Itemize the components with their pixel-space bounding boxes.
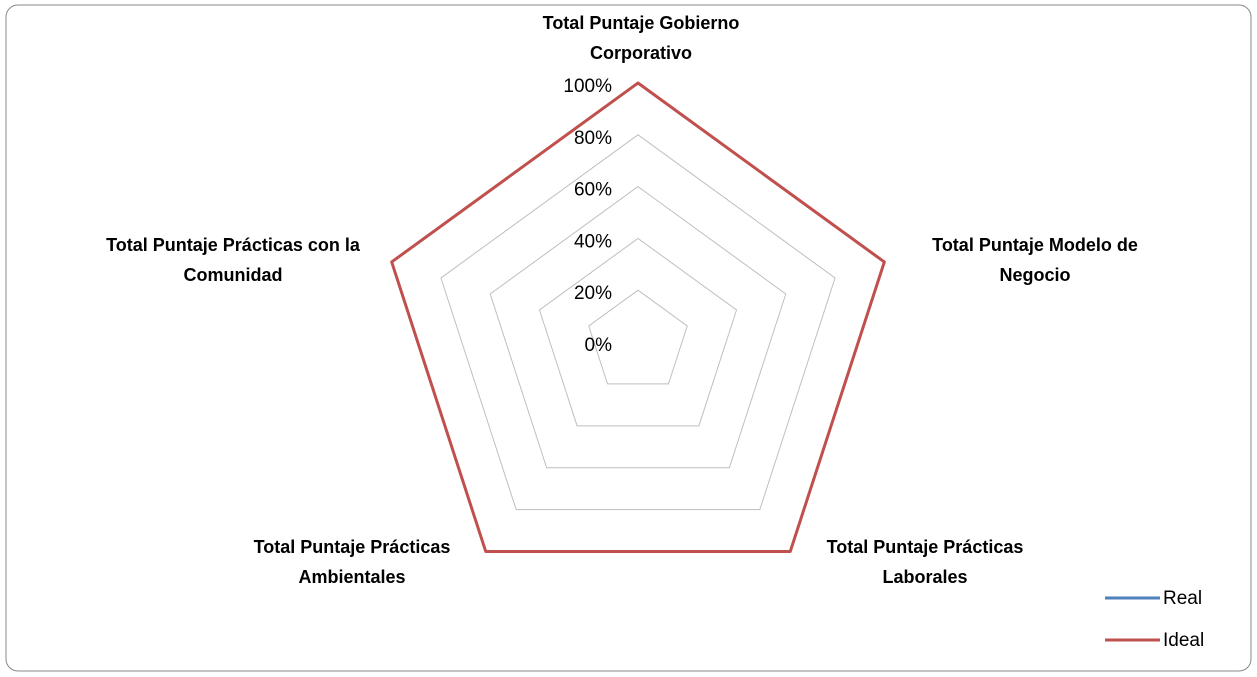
axis-tick-label: 80% bbox=[574, 128, 612, 149]
chart-border bbox=[5, 4, 1252, 672]
legend-label: Ideal bbox=[1163, 630, 1204, 651]
axis-tick-label: 0% bbox=[585, 335, 613, 356]
axis-tick-label: 20% bbox=[574, 283, 612, 304]
axis-tick-label: 60% bbox=[574, 180, 612, 201]
grid-ring bbox=[440, 134, 836, 511]
category-label: Total Puntaje Prácticas Laborales bbox=[826, 537, 1024, 587]
axis-tick-label: 40% bbox=[574, 231, 612, 252]
series-line bbox=[390, 81, 886, 554]
category-label: Total Puntaje Prácticas Ambientales bbox=[253, 537, 451, 587]
grid-ring bbox=[588, 289, 688, 385]
legend-label: Real bbox=[1163, 588, 1202, 609]
axis-tick-label: 100% bbox=[563, 76, 612, 97]
category-label: Total Puntaje Prácticas con la Comunidad bbox=[106, 235, 360, 285]
category-label: Total Puntaje Modelo de Negocio bbox=[932, 235, 1138, 285]
category-label: Total Puntaje Gobierno Corporativo bbox=[542, 13, 740, 63]
grid-ring bbox=[489, 185, 787, 469]
grid-ring bbox=[538, 237, 738, 427]
